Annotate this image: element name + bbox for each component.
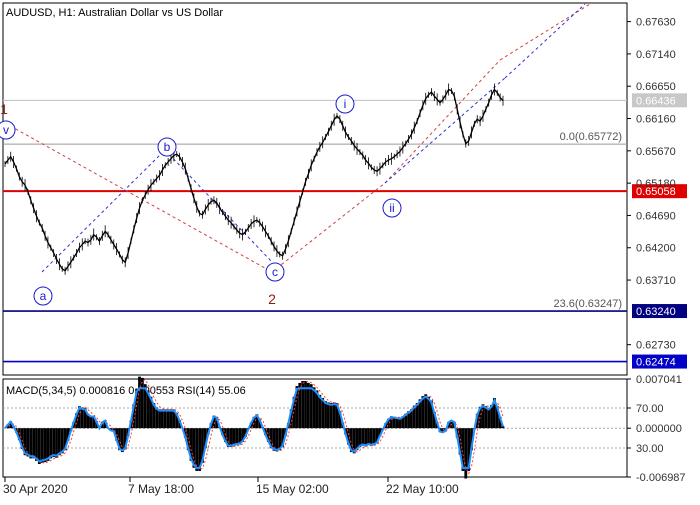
wave-label-circle — [33, 286, 53, 306]
chart-title: AUDUSD, H1: Australian Dollar vs US Doll… — [6, 7, 223, 19]
ind-tick-label: 0.007041 — [636, 374, 682, 386]
y-tick-label: 0.62730 — [636, 340, 676, 352]
wave-label: v — [3, 123, 9, 137]
wave-label-circle — [265, 262, 285, 282]
price-tag-label: 0.66436 — [636, 95, 676, 107]
fib-label: 23.6(0.63247) — [554, 298, 623, 310]
wave-label: a — [40, 289, 47, 303]
trendline-layer — [4, 3, 591, 273]
price-tag-label: 0.62474 — [636, 357, 676, 369]
price-series-layer — [4, 83, 504, 275]
wave-label-circle — [382, 198, 402, 218]
wave-label: 1 — [0, 101, 8, 117]
trend-line — [384, 59, 501, 184]
trend-line — [164, 149, 273, 263]
wave-label-circle — [157, 137, 177, 157]
macd-signal-line — [4, 378, 504, 475]
price-tag — [632, 354, 687, 369]
indicator-label: MACD(5,34,5) 0.000816 0.000553 RSI(14) 5… — [6, 385, 246, 397]
trend-line — [504, 3, 586, 79]
wave-label: i — [344, 97, 347, 111]
y-tick-label: 0.66650 — [636, 81, 676, 93]
wave-label: 2 — [268, 291, 276, 307]
ind-tick-label: 30.00 — [636, 443, 664, 455]
price-tag-label: 0.63240 — [636, 306, 676, 318]
horizontal-lines-layer: 0.66436 0.0(0.65772) 0.65058 0.63240 0.62474… — [3, 93, 687, 369]
price-tag — [632, 184, 687, 199]
price-tag-label: 0.65058 — [636, 186, 676, 198]
y-tick-label: 0.65670 — [636, 146, 676, 158]
x-tick-label: 15 May 02:00 — [256, 482, 329, 496]
ind-tick-label: 0.000000 — [636, 423, 682, 435]
indicator-layer: 0.007041 70.00 0.000000 30.00 -0.006987 — [3, 374, 686, 484]
y-tick-label: 0.64690 — [636, 210, 676, 222]
price-tag — [632, 304, 687, 319]
wave-label-circle — [335, 94, 355, 114]
rsi-line — [4, 387, 504, 470]
wave-label-circle — [0, 120, 16, 140]
y-tick-label: 0.64200 — [636, 243, 676, 255]
y-axis-layer: 0.67630 0.67140 0.66650 0.66160 0.65670 0.651… — [627, 17, 676, 352]
ind-tick-label: 70.00 — [636, 403, 664, 415]
y-tick-label: 0.63710 — [636, 275, 676, 287]
main-panel-frame — [2, 2, 628, 376]
y-tick-label: 0.67630 — [636, 17, 676, 29]
ind-tick-label: -0.006987 — [636, 472, 686, 484]
fib-level-label: 0.0(0.65772) — [560, 131, 622, 143]
wave-label: ii — [389, 201, 394, 215]
y-tick-label: 0.65180 — [636, 178, 676, 190]
x-tick-label: 30 Apr 2020 — [3, 482, 68, 496]
x-axis-layer: 30 Apr 2020 7 May 18:00 15 May 02:00 22 May… — [3, 477, 459, 496]
wave-label: c — [272, 265, 278, 279]
price-tag — [632, 93, 687, 108]
y-tick-label: 0.67140 — [636, 49, 676, 61]
y-tick-label: 0.66160 — [636, 114, 676, 126]
x-tick-label: 7 May 18:00 — [128, 482, 194, 496]
wave-label: b — [164, 140, 171, 154]
trend-line — [41, 149, 166, 273]
x-tick-label: 22 May 10:00 — [386, 482, 459, 496]
trend-line — [4, 122, 273, 273]
trend-line — [384, 77, 506, 184]
